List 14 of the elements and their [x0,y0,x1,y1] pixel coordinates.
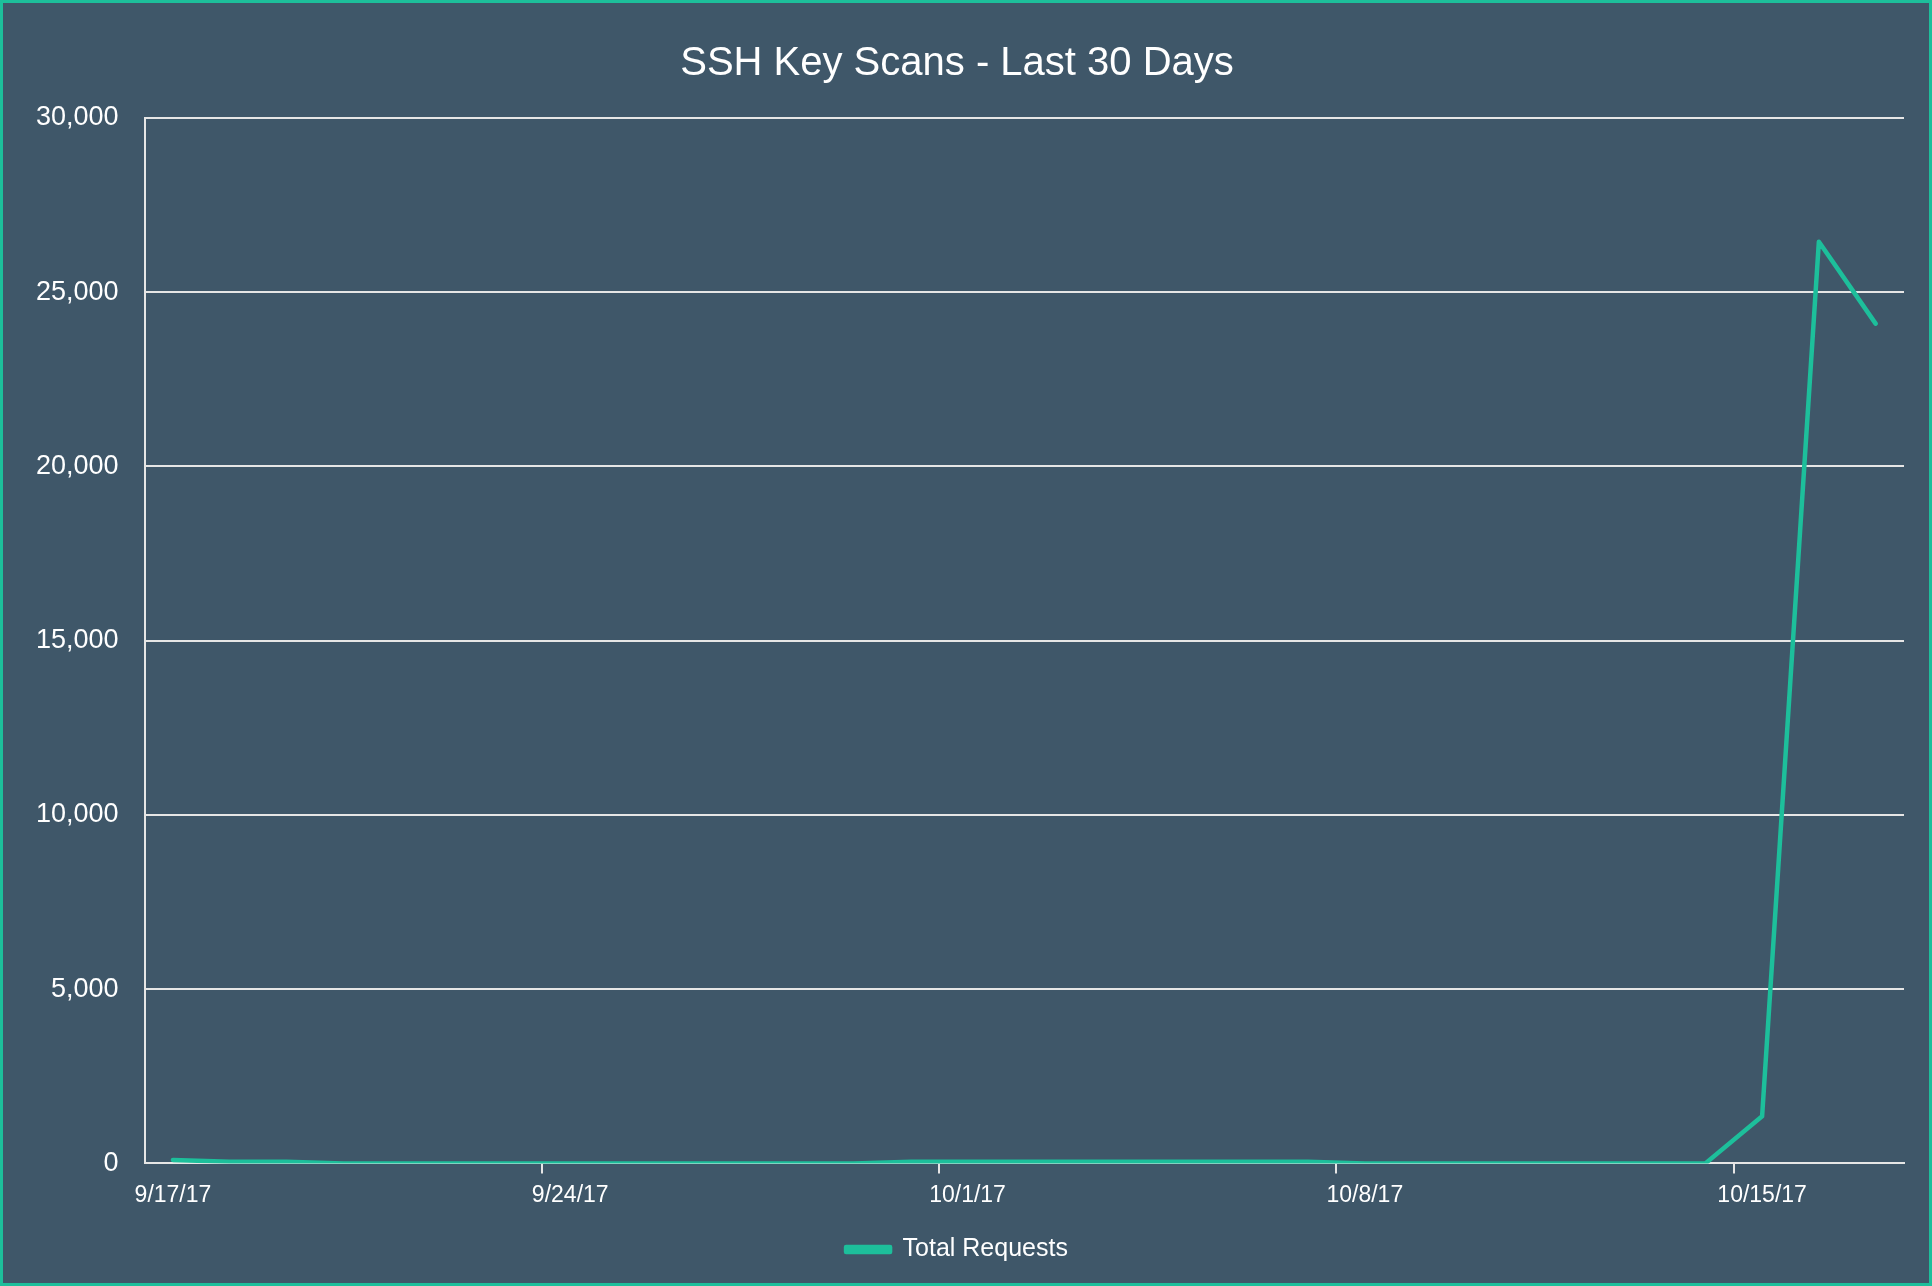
x-tick-label: 10/8/17 [1326,1180,1404,1207]
y-tick-label: 15,000 [35,624,119,655]
y-tick-label: 10,000 [35,798,119,829]
y-tick-label: 0 [103,1146,119,1177]
x-tick-label: 10/1/17 [929,1180,1006,1207]
y-tick-label: 5,000 [51,972,119,1003]
x-tick-label: 9/24/17 [531,1180,609,1207]
y-tick-label: 25,000 [35,275,119,306]
chart-title: SSH Key Scans - Last 30 Days [680,39,1234,84]
y-tick-label: 20,000 [35,449,119,480]
x-tick-label: 10/15/17 [1717,1180,1807,1207]
legend-label: Total Requests [902,1233,1068,1262]
x-tick-label: 9/17/17 [134,1180,212,1207]
y-tick-label: 30,000 [35,101,119,132]
